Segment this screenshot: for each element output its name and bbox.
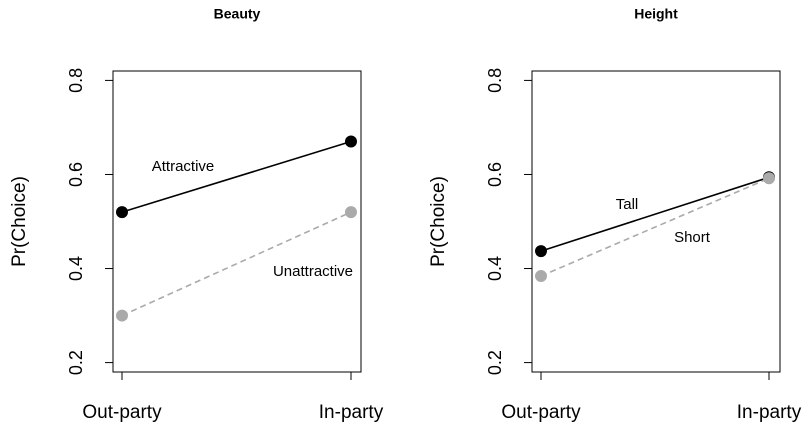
point [763,172,775,185]
series-annotation: Tall [616,196,639,213]
y-tick-label: 0.8 [66,68,86,93]
series-annotation: Short [674,229,711,246]
x-tick-label: In-party [319,402,384,423]
series-line [121,140,352,213]
point [535,270,547,283]
y-tick-label: 0.2 [66,350,86,375]
y-tick-label: 0.6 [485,162,505,187]
series-line [121,211,352,317]
point [345,135,357,148]
y-tick-label: 0.4 [66,256,86,281]
series-line [540,176,770,252]
point [535,245,547,258]
point [345,206,357,219]
y-tick-label: 0.6 [66,162,86,187]
plot-frame [112,70,362,373]
y-tick-label: 0.8 [485,68,505,93]
plot-frame [531,70,781,373]
x-tick-label: Out-party [501,402,581,423]
y-tick-label: 0.4 [485,256,505,281]
chart-title: Beauty [214,6,261,22]
chart-title: Height [634,6,678,22]
x-tick-label: Out-party [82,402,162,423]
point [116,206,128,219]
x-tick-label: In-party [737,402,802,423]
series-annotation: Unattractive [273,263,353,280]
series-line [540,177,770,277]
y-tick-label: 0.2 [485,350,505,375]
point [116,309,128,322]
y-axis-label: Pr(Choice) [428,176,449,267]
series-annotation: Attractive [152,158,215,175]
y-axis-label: Pr(Choice) [9,176,30,267]
